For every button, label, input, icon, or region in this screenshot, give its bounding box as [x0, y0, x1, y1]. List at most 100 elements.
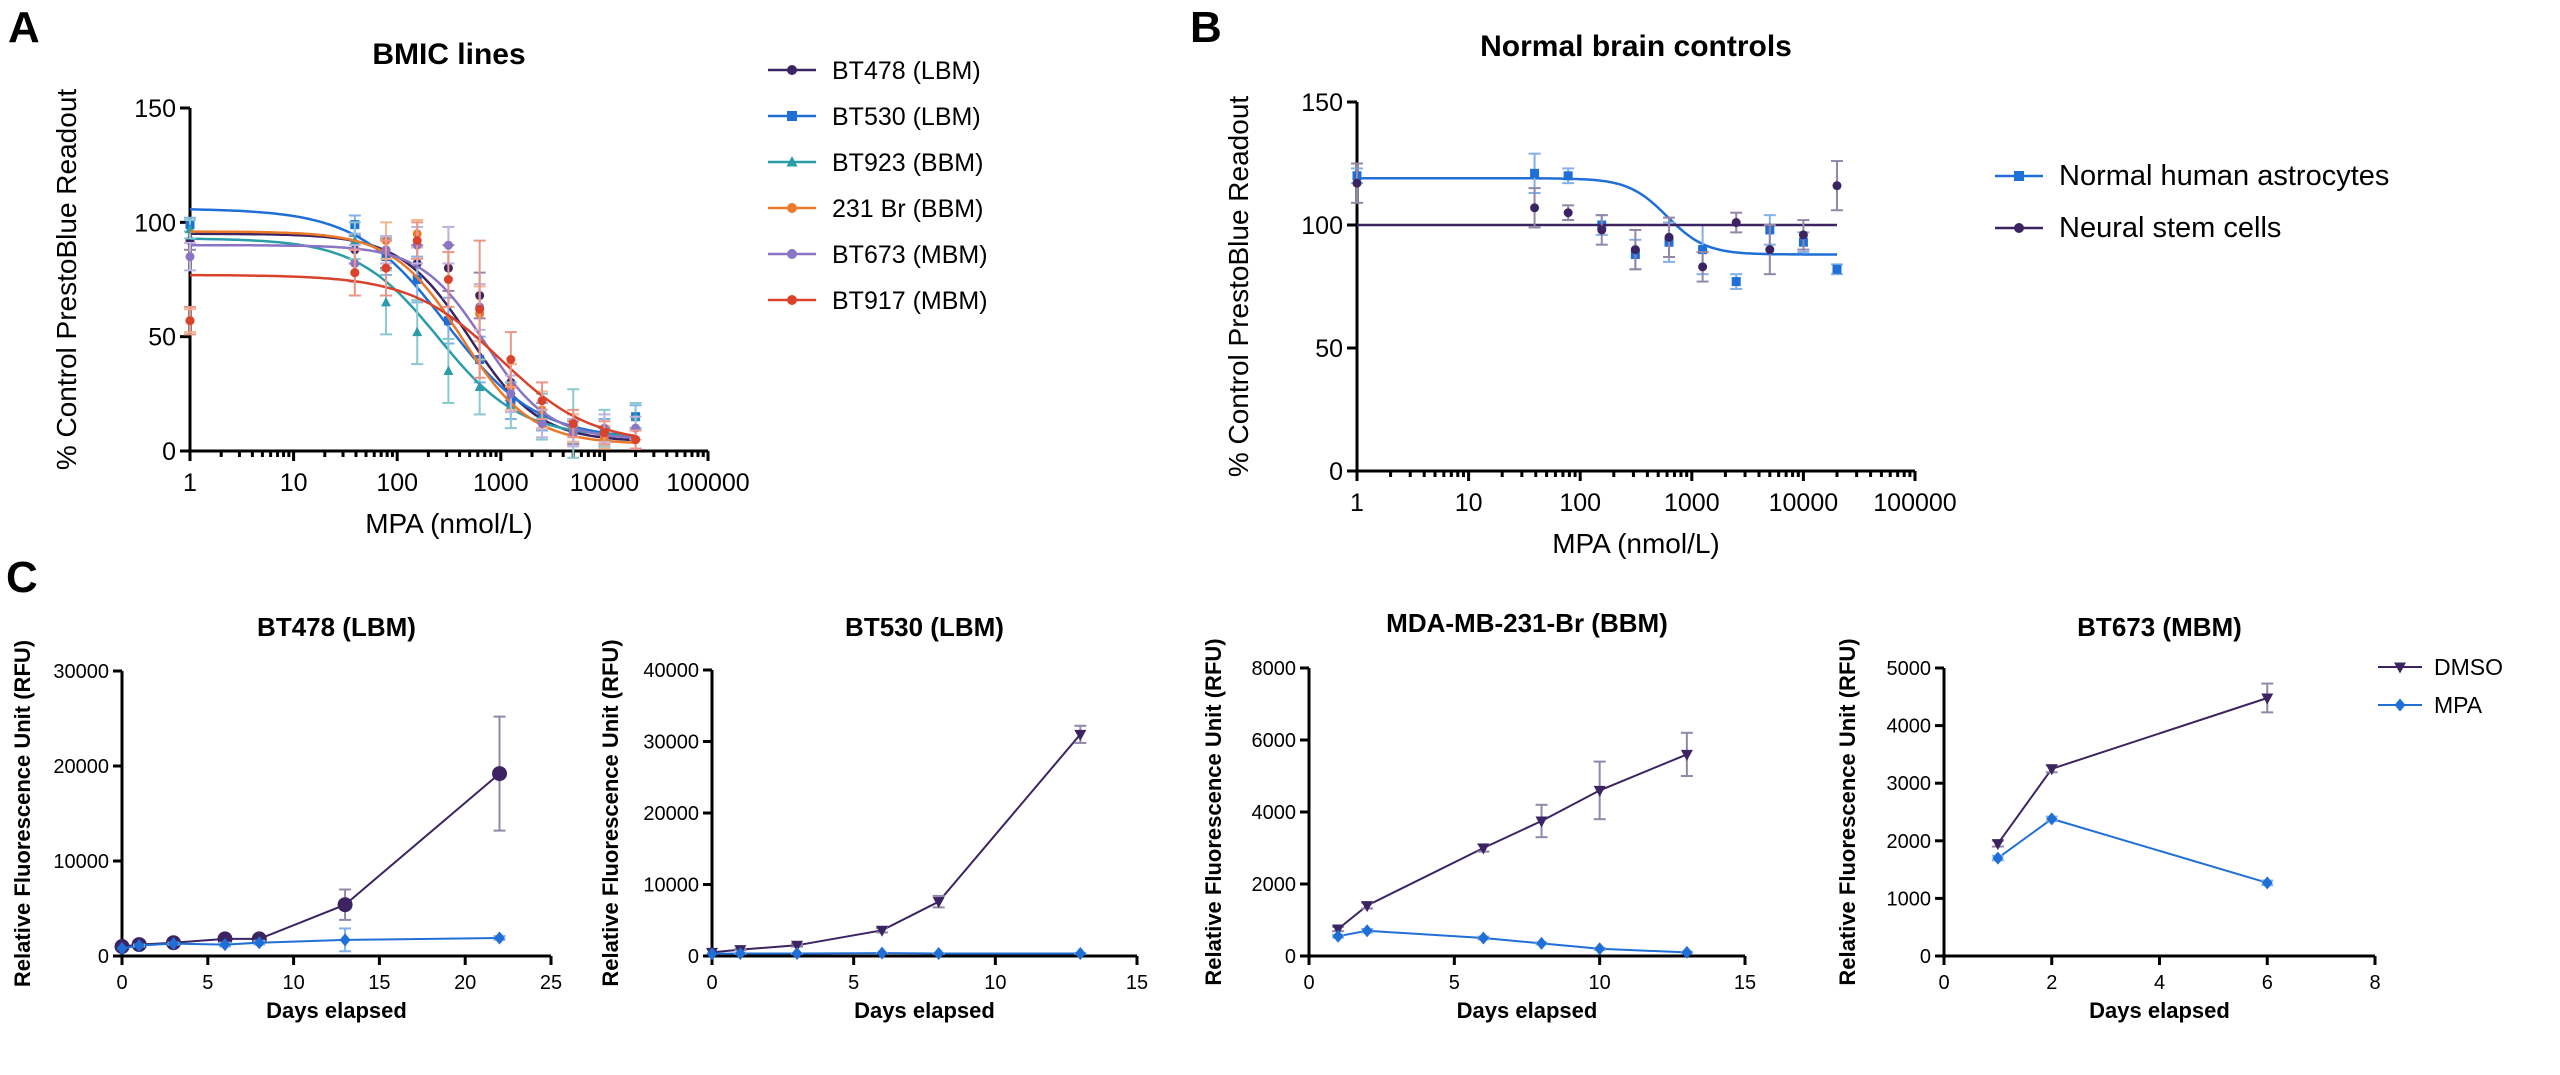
data-point — [1477, 931, 1489, 945]
series-line — [1337, 753, 1688, 930]
y-tick-label: 20000 — [53, 756, 109, 778]
data-point — [412, 236, 422, 246]
x-tick-label: 8 — [2369, 972, 2380, 994]
legend-label: BT478 (LBM) — [832, 57, 981, 85]
y-tick-label: 10000 — [643, 875, 699, 897]
data-point — [381, 263, 391, 273]
x-tick-label: 10000 — [570, 469, 640, 497]
fit-curve — [190, 273, 636, 438]
data-point — [631, 435, 641, 445]
x-tick-label: 15 — [1734, 972, 1756, 994]
data-point — [1332, 929, 1344, 943]
x-axis-label: Days elapsed — [1457, 998, 1598, 1023]
chart-bmic-lines: BMIC lines 0 50 100 150 1 10 100 1000 10000 100000… — [51, 38, 988, 539]
y-axis-label: % Control PrestoBlue Readout — [51, 89, 82, 471]
panel-label-a: A — [8, 3, 40, 52]
data-point — [1798, 230, 1808, 240]
data-point — [706, 947, 718, 961]
data-point — [1477, 843, 1490, 855]
data-point — [933, 946, 945, 960]
legend-marker — [2014, 171, 2024, 181]
y-tick-label: 0 — [162, 438, 176, 466]
data-point — [339, 933, 351, 947]
x-tick-label: 15 — [1126, 972, 1148, 994]
data-point — [1680, 749, 1693, 761]
data-point — [2261, 693, 2274, 705]
x-axis-label: Days elapsed — [266, 998, 407, 1023]
data-point — [350, 268, 360, 278]
y-tick-label: 150 — [1301, 89, 1343, 117]
legend-marker — [787, 111, 797, 121]
data-point — [185, 252, 195, 262]
y-tick-label: 1000 — [1887, 888, 1932, 910]
data-point — [443, 275, 453, 284]
x-axis-label: Days elapsed — [854, 998, 995, 1023]
x-tick-label: 10 — [984, 972, 1006, 994]
fit-curve — [1357, 177, 1837, 256]
x-tick-label: 1 — [1350, 489, 1364, 517]
x-axis-label: MPA (nmol/L) — [1552, 528, 1720, 559]
data-point — [599, 428, 609, 438]
data-point — [1698, 245, 1708, 255]
y-tick-label: 150 — [134, 95, 176, 123]
data-point — [1535, 816, 1548, 828]
chart-title: BT530 (LBM) — [845, 612, 1004, 642]
chart-title: BT478 (LBM) — [257, 612, 416, 642]
x-tick-label: 1 — [183, 469, 197, 497]
legend-marker — [786, 156, 798, 167]
x-tick-label: 10 — [1455, 489, 1483, 517]
data-point — [1597, 225, 1607, 235]
data-point — [791, 946, 803, 960]
legend-marker — [787, 65, 797, 75]
y-tick-label: 8000 — [1252, 658, 1297, 680]
data-point — [116, 941, 128, 955]
data-point — [1991, 839, 2004, 851]
x-tick-label: 0 — [1303, 972, 1314, 994]
y-tick-label: 5000 — [1887, 658, 1932, 680]
fit-curve — [190, 237, 636, 437]
series-line — [1997, 817, 2268, 884]
legend-marker — [787, 203, 797, 213]
y-tick-label: 0 — [98, 946, 109, 968]
data-point — [1731, 218, 1741, 228]
legend-label: BT923 (BBM) — [832, 149, 983, 177]
y-tick-label: 0 — [1920, 946, 1931, 968]
chart-mda-mb-231-br-growth: MDA-MB-231-Br (BBM) 0 2000 4000 6000 8000 0 5 10… — [1201, 608, 1756, 1023]
y-tick-label: 2000 — [1252, 874, 1297, 896]
data-point — [494, 931, 506, 945]
data-point — [734, 946, 746, 960]
data-point — [443, 240, 453, 250]
x-tick-label: 5 — [202, 972, 213, 994]
data-point — [1530, 203, 1540, 213]
y-tick-label: 0 — [1329, 458, 1343, 486]
data-point — [1530, 168, 1540, 178]
x-tick-label: 100000 — [1873, 489, 1956, 517]
y-tick-label: 6000 — [1252, 730, 1297, 752]
data-point — [1992, 851, 2004, 865]
data-point — [253, 936, 265, 950]
x-tick-label: 10 — [280, 469, 308, 497]
data-point — [932, 897, 945, 909]
x-tick-label: 4 — [2154, 972, 2165, 994]
y-tick-label: 20000 — [643, 803, 699, 825]
data-point — [443, 316, 453, 326]
data-point — [1074, 946, 1086, 960]
y-tick-label: 0 — [688, 946, 699, 968]
data-point — [1594, 942, 1606, 956]
data-point — [185, 316, 195, 326]
series-line — [711, 952, 1081, 955]
legend-label: BT673 (MBM) — [832, 241, 988, 269]
data-point — [876, 946, 888, 960]
data-point — [492, 766, 508, 782]
data-point — [1731, 277, 1741, 287]
legend-marker — [2014, 223, 2024, 233]
y-tick-label: 40000 — [643, 660, 699, 682]
x-tick-label: 6 — [2262, 972, 2273, 994]
chart-bt530-growth: BT530 (LBM) 0 10000 20000 30000 40000 0 5 10 15 Da… — [598, 612, 1148, 1023]
legend-label: DMSO — [2434, 654, 2503, 680]
x-tick-label: 2 — [2046, 972, 2057, 994]
data-point — [1563, 171, 1573, 181]
x-tick-label: 20 — [454, 972, 476, 994]
data-point — [412, 275, 422, 284]
